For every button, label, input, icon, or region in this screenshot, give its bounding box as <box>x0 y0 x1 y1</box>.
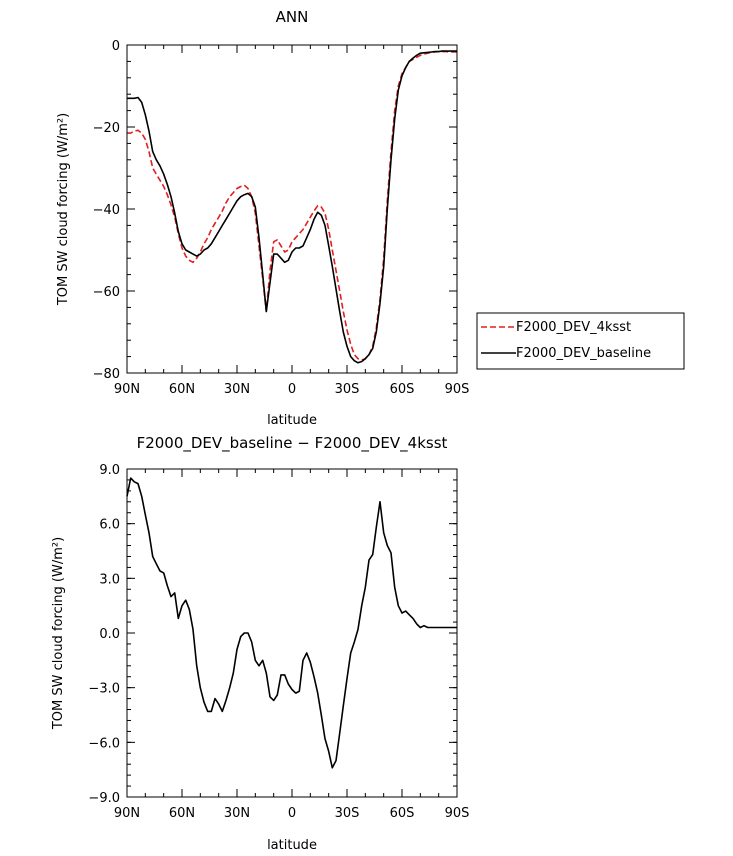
bottom-y-tick-label: 9.0 <box>99 463 120 478</box>
bottom-y-axis-label: TOM SW cloud forcing (W/m²) <box>51 537 66 730</box>
top-axis-ticks: 90N 60N 30N 0 30S 60S 90S 0 −20 −40 −60 −80 <box>93 39 470 397</box>
bottom-x-axis-label: latitude <box>267 838 317 853</box>
top-x-axis-label: latitude <box>267 413 317 428</box>
bottom-panel: F2000_DEV_baseline − F2000_DEV_4ksst 90N… <box>51 434 469 853</box>
top-y-tick-label: −20 <box>93 121 120 136</box>
bottom-y-tick-label: 0.0 <box>99 627 120 642</box>
top-x-tick-label: 90S <box>445 382 470 397</box>
bottom-x-tick-label: 90N <box>114 806 140 821</box>
top-x-tick-label: 60S <box>390 382 415 397</box>
legend-box <box>476 312 685 370</box>
top-chart-title: ANN <box>276 8 309 26</box>
bottom-y-tick-label: −3.0 <box>88 682 120 697</box>
bottom-chart-title: F2000_DEV_baseline − F2000_DEV_4ksst <box>137 434 448 453</box>
top-y-tick-label: −60 <box>93 285 120 300</box>
top-x-tick-label: 30N <box>224 382 250 397</box>
bottom-plot-frame <box>126 468 458 798</box>
top-series-line-f2000-dev-4ksst <box>127 50 457 361</box>
bottom-x-tick-label: 60N <box>169 806 195 821</box>
legend-label-baseline: F2000_DEV_baseline <box>516 346 651 361</box>
bottom-y-tick-label: −6.0 <box>88 736 120 751</box>
bottom-y-tick-label: 6.0 <box>99 518 120 533</box>
top-y-tick-label: −40 <box>93 203 120 218</box>
top-x-tick-label: 0 <box>288 382 296 397</box>
top-x-tick-label: 30S <box>335 382 360 397</box>
bottom-axis-ticks: 90N 60N 30N 0 30S 60S 90S 9.0 6.0 3.0 0.0 −3.0 −6.0 −… <box>88 463 469 821</box>
bottom-x-tick-label: 0 <box>288 806 296 821</box>
bottom-x-tick-label: 30S <box>335 806 360 821</box>
top-y-tick-label: −80 <box>93 367 120 382</box>
bottom-series-group <box>126 477 457 769</box>
top-series-line-f2000-dev-baseline <box>127 50 457 364</box>
top-legend: F2000_DEV_4ksst F2000_DEV_baseline <box>476 312 685 370</box>
top-y-axis-label: TOM SW cloud forcing (W/m²) <box>56 113 71 306</box>
top-plot-frame <box>126 44 458 374</box>
bottom-y-tick-label: 3.0 <box>99 572 120 587</box>
bottom-x-tick-label: 60S <box>390 806 415 821</box>
bottom-series-line-0 <box>126 477 457 769</box>
bottom-y-tick-label: −9.0 <box>88 791 120 806</box>
bottom-x-tick-label: 30N <box>224 806 250 821</box>
top-x-tick-label: 60N <box>169 382 195 397</box>
top-series-group <box>127 50 457 364</box>
bottom-x-tick-label: 90S <box>445 806 470 821</box>
top-x-tick-label: 90N <box>114 382 140 397</box>
top-y-tick-label: 0 <box>112 39 120 54</box>
top-panel: ANN 90N 60N 30N 0 30S 60S 90S 0 −20 −40 −60 −80 lat… <box>56 8 685 428</box>
legend-label-4ksst: F2000_DEV_4ksst <box>516 320 631 335</box>
